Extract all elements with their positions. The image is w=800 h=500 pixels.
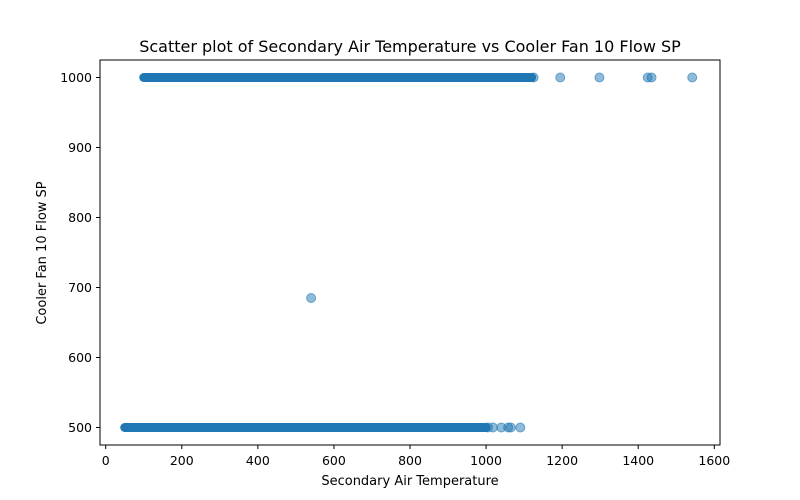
y-tick-label: 800 (68, 210, 92, 225)
x-tick-label: 1000 (470, 453, 502, 468)
data-point (594, 72, 605, 83)
data-point (515, 422, 526, 433)
x-tick-label: 600 (322, 453, 346, 468)
y-tick-label: 600 (68, 350, 92, 365)
data-point (555, 72, 566, 83)
x-tick-label: 0 (102, 453, 110, 468)
data-point (505, 422, 516, 433)
x-tick-label: 200 (170, 453, 194, 468)
data-point (528, 72, 539, 83)
x-tick-label: 800 (398, 453, 422, 468)
x-tick-label: 1600 (698, 453, 730, 468)
x-axis-label: Secondary Air Temperature (321, 474, 498, 489)
y-tick-label: 1000 (60, 70, 92, 85)
plot-area-frame (99, 59, 721, 446)
data-point (306, 293, 317, 303)
y-tick-label: 900 (68, 140, 92, 155)
x-tick-label: 400 (246, 453, 270, 468)
data-point (487, 422, 498, 433)
data-point (646, 72, 657, 83)
x-tick-label: 1200 (546, 453, 578, 468)
data-points (120, 72, 698, 433)
y-tick-label: 700 (68, 280, 92, 295)
y-axis-label: Cooler Fan 10 Flow SP (35, 181, 50, 324)
y-tick-label: 500 (68, 420, 92, 435)
x-axis-ticks: 0 200 400 600 800 1000 1200 1400 1600 (102, 445, 730, 468)
y-axis-ticks: 500 600 700 800 900 1000 (60, 70, 100, 435)
chart-title: Scatter plot of Secondary Air Temperatur… (139, 37, 681, 56)
x-tick-label: 1400 (622, 453, 654, 468)
data-point (687, 72, 698, 83)
